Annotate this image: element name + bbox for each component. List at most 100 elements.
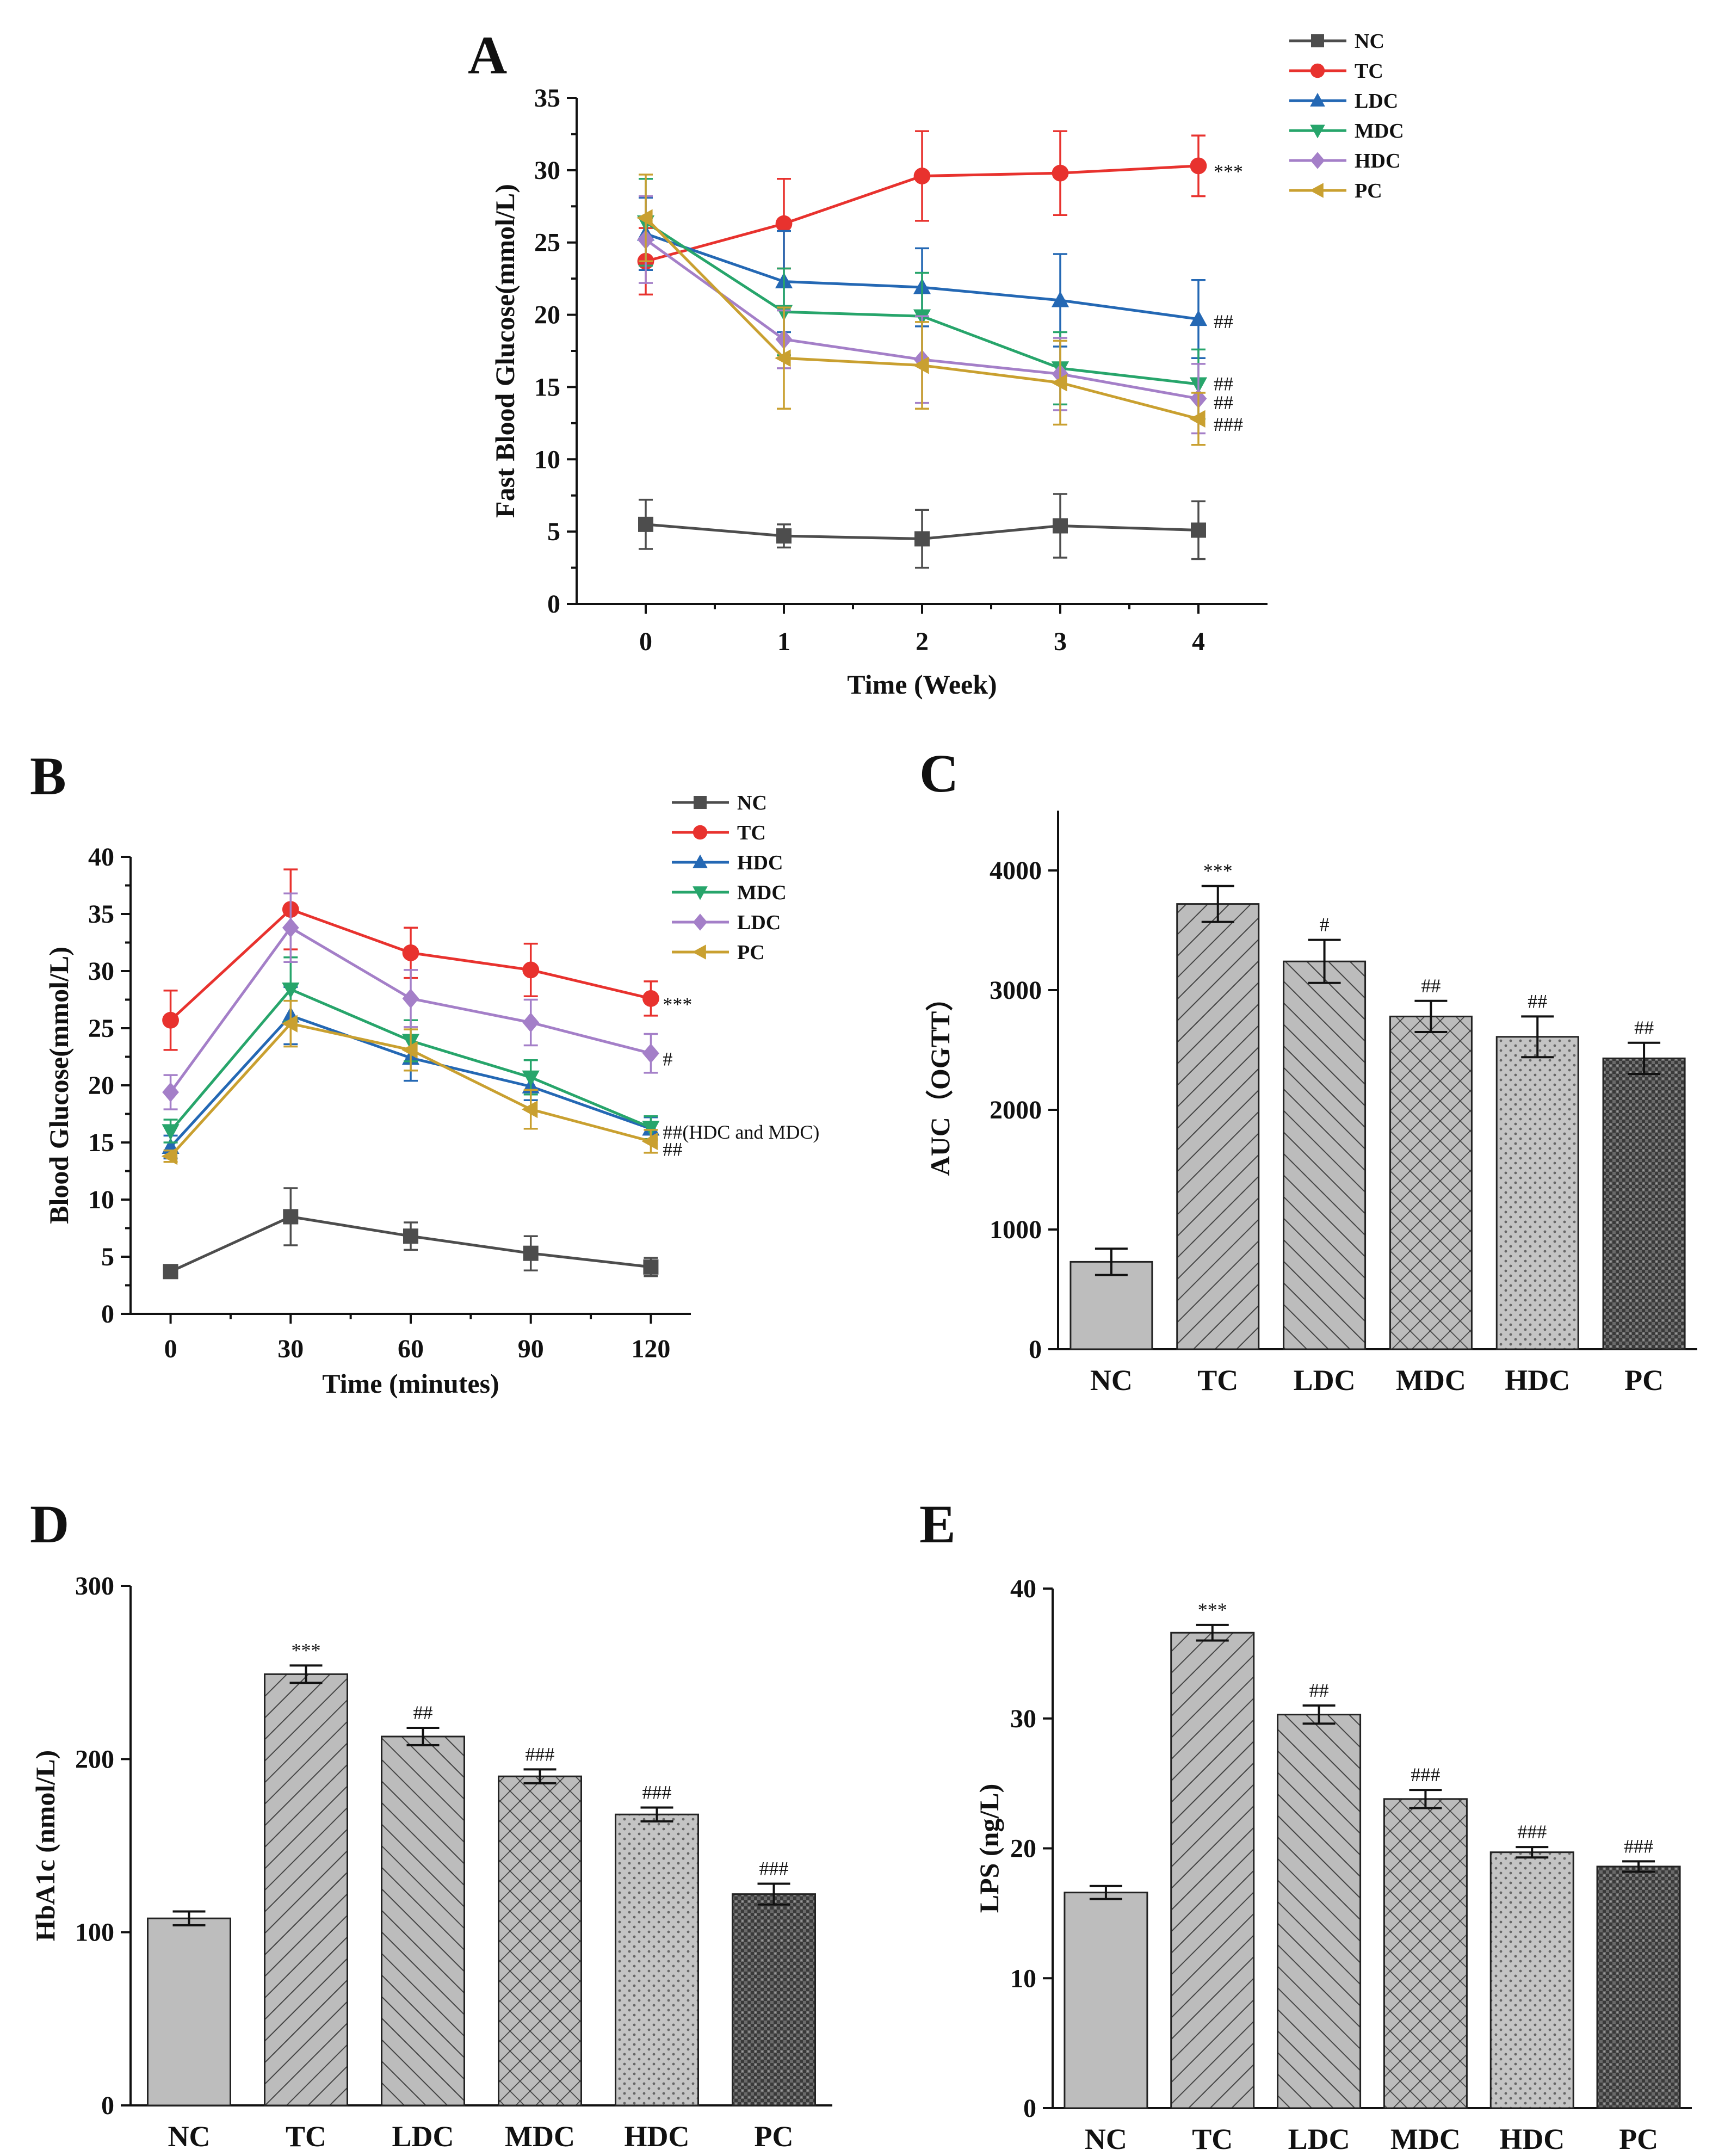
error-bar <box>757 1882 790 1906</box>
error-bar <box>172 1910 206 1926</box>
bar <box>1489 1851 1574 2109</box>
data-point <box>282 918 299 938</box>
data-point <box>281 1015 298 1033</box>
significance-label: *** <box>1198 1599 1227 1621</box>
bar <box>1277 1714 1362 2109</box>
data-point <box>913 356 929 374</box>
error-bar <box>523 1768 557 1784</box>
data-point <box>522 961 540 979</box>
y-tick-label: 30 <box>534 156 560 185</box>
error-bar <box>289 1664 323 1684</box>
x-tick-label: 120 <box>631 1335 670 1363</box>
y-tick-label: 100 <box>75 1918 114 1947</box>
bar-group-hdc: ### HDC <box>615 1781 699 2153</box>
y-axis-title: AUC（OGTT） <box>925 984 955 1176</box>
y-tick-label: 30 <box>88 957 114 986</box>
category-label: NC <box>1090 1364 1133 1397</box>
error-bar <box>1414 999 1448 1033</box>
data-point <box>522 1070 540 1087</box>
bar <box>147 1917 231 2106</box>
legend-marker <box>693 913 708 931</box>
error-bar <box>1095 1247 1128 1276</box>
panel-a-fasting-glucose-chart: A 0 5 10 15 20 25 30 35 0 1 2 3 4 Time (Week) Fast Bloo… <box>468 25 1404 700</box>
category-label: NC <box>1085 2123 1127 2155</box>
category-label: HDC <box>625 2120 690 2153</box>
category-label: LDC <box>1294 1364 1356 1397</box>
significance-label: ### <box>526 1743 555 1765</box>
panel-label: C <box>919 743 959 804</box>
legend-item-pc: PC <box>1289 180 1382 202</box>
x-tick-label: 1 <box>777 627 790 656</box>
category-label: NC <box>168 2120 211 2153</box>
error-bar <box>1302 1704 1336 1725</box>
y-tick-label: 10 <box>1010 1964 1036 1993</box>
legend-marker <box>694 796 707 809</box>
series-pc <box>161 999 658 1165</box>
data-point <box>523 1245 539 1261</box>
data-point <box>1051 291 1069 307</box>
legend-label: TC <box>737 821 766 844</box>
y-tick-label: 35 <box>88 900 114 929</box>
error-bar <box>1409 1789 1442 1809</box>
data-point <box>1190 157 1207 175</box>
panel-b-ogtt-chart: B 0 5 10 15 20 25 30 35 40 0 30 60 90 120 Time (minutes… <box>30 746 819 1399</box>
legend: NC TC HDC MDC LDC PC <box>672 792 787 964</box>
x-ticks <box>169 1314 652 1324</box>
error-bar <box>1196 1623 1229 1642</box>
legend-item-mdc: MDC <box>1289 120 1404 143</box>
data-point <box>283 1209 299 1225</box>
panel-label: E <box>919 1494 956 1554</box>
legend-label: NC <box>1355 30 1384 53</box>
bar-group-tc: *** TC <box>1176 860 1260 1397</box>
error-bar <box>1516 1846 1549 1859</box>
legend-marker <box>693 825 708 840</box>
y-tick-label: 1000 <box>990 1215 1042 1244</box>
category-label: TC <box>1197 1364 1238 1397</box>
bar-group-nc: NC <box>1064 1885 1148 2155</box>
bar-group-mdc: ### MDC <box>1383 1764 1468 2155</box>
data-point <box>402 944 419 961</box>
significance-label: *** <box>1214 160 1243 182</box>
significance-label: ## <box>1214 392 1233 413</box>
legend-item-hdc: HDC <box>1289 150 1400 172</box>
legend-label: HDC <box>737 851 783 874</box>
category-label: MDC <box>1390 2123 1461 2155</box>
y-tick-label: 0 <box>101 1300 114 1329</box>
y-tick-label: 0 <box>547 590 560 619</box>
bar-group-mdc: ## MDC <box>1389 975 1473 1397</box>
bar-group-nc: NC <box>1069 1247 1153 1397</box>
error-bar <box>1201 885 1234 923</box>
data-point <box>1189 410 1205 428</box>
y-tick-label: 25 <box>534 228 560 257</box>
legend-item-tc: TC <box>1289 60 1383 83</box>
y-tick-label: 20 <box>534 301 560 330</box>
data-point <box>162 1082 179 1102</box>
category-label: TC <box>1192 2123 1233 2155</box>
bar <box>732 1893 816 2106</box>
category-label: MDC <box>505 2120 575 2153</box>
bar <box>1064 1892 1148 2109</box>
category-label: MDC <box>1396 1364 1466 1397</box>
data-point <box>1053 518 1068 534</box>
bar <box>1069 1261 1153 1350</box>
category-label: LDC <box>392 2120 454 2153</box>
bar-group-ldc: ## LDC <box>381 1702 465 2153</box>
x-tick-label: 90 <box>518 1335 544 1363</box>
significance-label: ## <box>1421 975 1441 997</box>
bar <box>1383 1798 1468 2109</box>
data-point <box>914 531 930 547</box>
data-point <box>282 983 300 999</box>
series-ldc <box>162 892 659 1110</box>
panel-c-auc-bar-chart: C 0 1000 2000 3000 4000 AUC（OGTT） NC *** TC # LDC ##… <box>919 743 1697 1397</box>
data-point <box>638 516 653 532</box>
data-point <box>163 1264 178 1280</box>
legend-item-nc: NC <box>1289 30 1384 53</box>
data-point <box>1191 522 1206 538</box>
legend-item-nc: NC <box>672 792 767 814</box>
series-nc <box>163 1187 659 1280</box>
data-point <box>776 528 792 544</box>
error-bar <box>1308 938 1341 984</box>
y-tick-label: 30 <box>1010 1704 1036 1733</box>
series-nc <box>638 493 1206 569</box>
y-tick-label: 0 <box>101 2091 114 2120</box>
